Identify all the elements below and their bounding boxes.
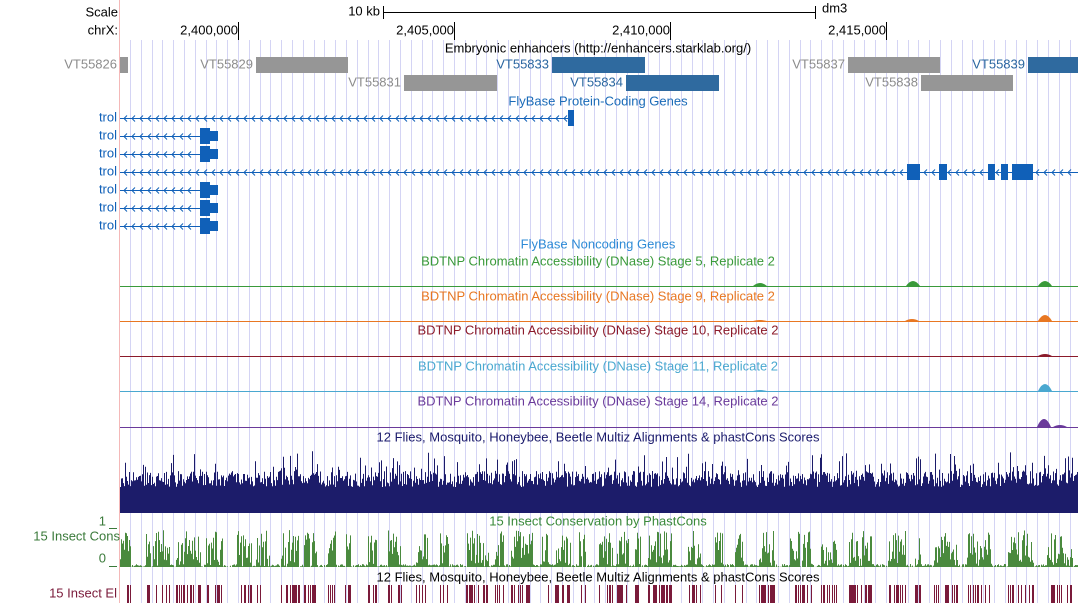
feature-label: VT55839 (972, 56, 1025, 71)
feature-label: VT55826 (64, 56, 117, 71)
scale-label: Scale (85, 4, 118, 19)
track-title: 12 Flies, Mosquito, Honeybee, Beetle Mul… (377, 429, 820, 444)
scale-bar (383, 6, 816, 19)
feature-label: VT55837 (792, 56, 845, 71)
exon (988, 164, 995, 180)
track-title: BDTNP Chromatin Accessibility (DNase) St… (421, 288, 775, 303)
feature-label: VT55834 (570, 74, 623, 89)
feature-box[interactable] (921, 75, 1013, 91)
exon (939, 164, 947, 180)
track-title: BDTNP Chromatin Accessibility (DNase) St… (417, 393, 778, 408)
exon (200, 182, 210, 198)
gene-label[interactable]: trol (99, 109, 117, 124)
feature-label: VT55833 (496, 56, 549, 71)
phastcons-wiggle (120, 530, 1078, 567)
scale-bar-label: 10 kb (348, 3, 380, 18)
exon (210, 203, 218, 213)
intron-line (120, 115, 570, 122)
gene-models: trol trol trol trol trol trol trol (99, 109, 1078, 234)
feature-box[interactable] (256, 57, 348, 73)
side-label: 15 Insect El (49, 585, 117, 600)
intron-line (120, 169, 1078, 176)
exon (210, 185, 218, 195)
exon (210, 221, 218, 231)
peak (906, 281, 920, 286)
gene-label[interactable]: trol (99, 199, 117, 214)
assembly-label: dm3 (822, 0, 847, 15)
track-title: BDTNP Chromatin Accessibility (DNase) St… (417, 322, 778, 337)
track-title: 12 Flies, Mosquito, Honeybee, Beetle Mul… (377, 569, 820, 584)
exon (1001, 164, 1008, 180)
peak (753, 320, 767, 321)
dnase-tracks (120, 281, 1078, 428)
track-title: 15 Insect Conservation by PhastCons (489, 513, 707, 528)
feature-box[interactable] (404, 75, 497, 91)
peak (753, 390, 767, 391)
position-label: 2,405,000 (396, 22, 454, 37)
peak (1038, 315, 1052, 321)
intron-line (120, 223, 200, 230)
feature-label: VT55838 (865, 74, 918, 89)
intron-line (120, 133, 200, 140)
peak (1037, 419, 1051, 427)
intron-line (120, 151, 200, 158)
peak (1038, 281, 1052, 286)
multiz-wiggle (120, 451, 1078, 513)
gene-label[interactable]: trol (99, 145, 117, 160)
gene-label[interactable]: trol (99, 217, 117, 232)
gene-label[interactable]: trol (99, 181, 117, 196)
exon (200, 200, 210, 216)
peak (1053, 425, 1067, 427)
intron-line (120, 205, 200, 212)
peak (1038, 384, 1052, 391)
exon (200, 218, 210, 234)
track-title: FlyBase Noncoding Genes (521, 236, 676, 251)
exon (210, 149, 218, 159)
track-title: BDTNP Chromatin Accessibility (DNase) St… (418, 358, 778, 373)
track-title: BDTNP Chromatin Accessibility (DNase) St… (421, 253, 775, 268)
feature-label: VT55831 (348, 74, 401, 89)
feature-box[interactable] (552, 57, 645, 73)
exon (1012, 164, 1033, 180)
exon (210, 131, 218, 141)
exon (200, 128, 210, 144)
peak (753, 283, 767, 286)
feature-box[interactable] (626, 75, 719, 91)
feature-label: VT55829 (200, 56, 253, 71)
track-title: Embryonic enhancers (http://enhancers.st… (445, 40, 751, 55)
position-label: 2,400,000 (180, 22, 238, 37)
track-title: FlyBase Protein-Coding Genes (508, 93, 688, 108)
exon (568, 110, 574, 126)
axis-min-label: 0 (99, 550, 106, 565)
exon (907, 164, 920, 180)
position-ticks (238, 22, 887, 40)
chrom-label: chrX: (88, 22, 118, 37)
feature-box[interactable] (1028, 57, 1078, 73)
feature-box[interactable] (848, 57, 940, 73)
gene-label[interactable]: trol (99, 127, 117, 142)
axis-max-label: 1 (99, 513, 106, 528)
side-label: 15 Insect Cons (33, 528, 120, 543)
position-label: 2,415,000 (828, 22, 886, 37)
gene-label[interactable]: trol (99, 163, 117, 178)
feature-box[interactable] (120, 57, 128, 73)
enhancer-features: VT55826 VT55829 VT55833 VT55837 VT55839 … (64, 56, 1078, 91)
intron-line (120, 187, 200, 194)
exon (200, 146, 210, 162)
conserved-elements (127, 585, 1072, 603)
peak (905, 319, 919, 321)
peak (1038, 354, 1052, 356)
position-label: 2,410,000 (612, 22, 670, 37)
